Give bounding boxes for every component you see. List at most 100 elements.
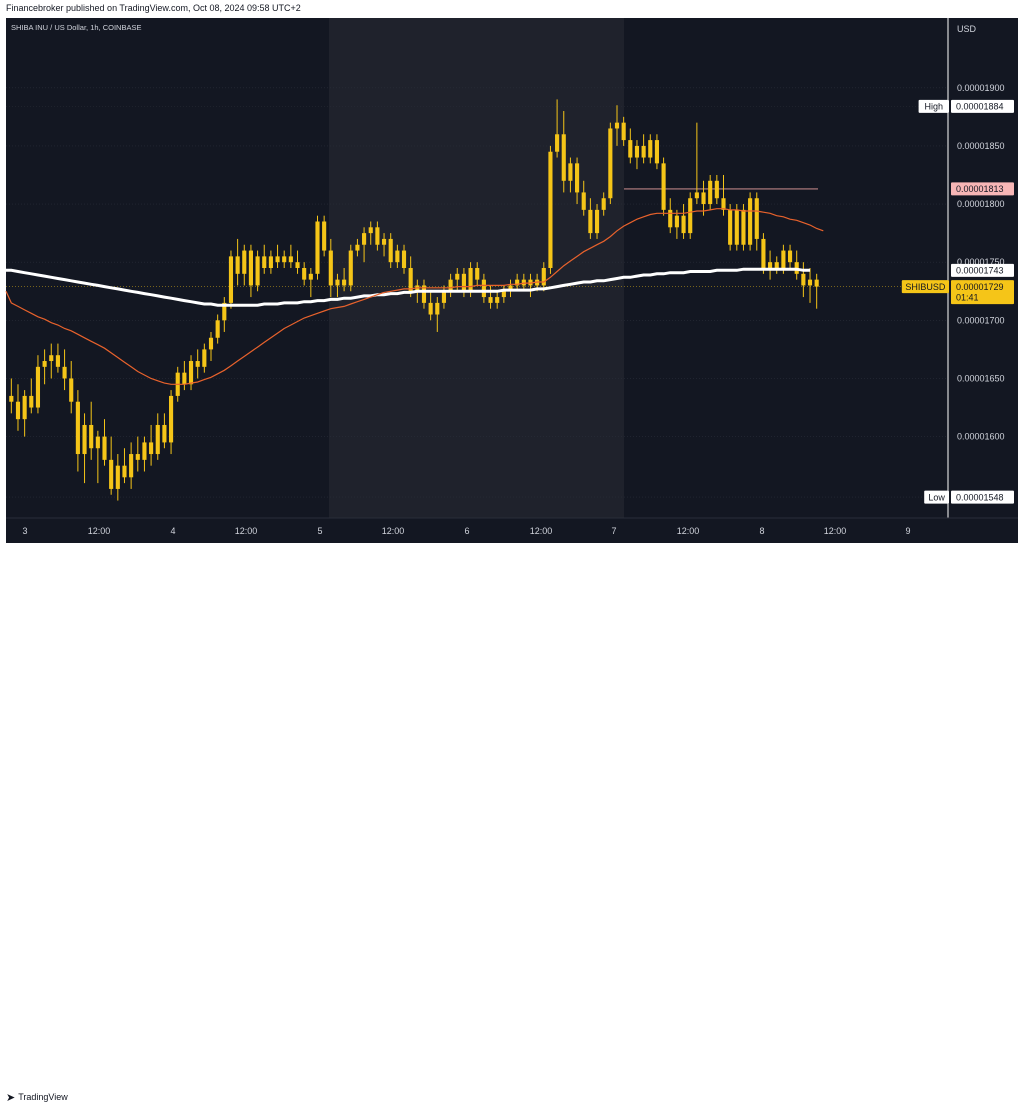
candle-body [701,192,706,205]
candle-body [435,302,440,315]
price-marker-value: 0.00001813 [956,184,1004,194]
candle-body [208,337,214,350]
candle-body [495,297,500,303]
time-tick-label: 12:00 [530,526,553,536]
price-marker-label: SHIBUSD [905,282,946,292]
candle-body [135,454,140,460]
time-tick-label: 12:00 [677,526,700,536]
candle-body [268,256,273,268]
candle-body [22,395,27,420]
candle-body [428,302,433,315]
candle-body [348,250,353,286]
candle-body [188,361,194,385]
price-levels [6,106,948,498]
candle-body [242,250,247,274]
candle-body [774,262,779,268]
candle-body [302,268,307,280]
candle-body [195,361,200,367]
candle-body [109,459,114,489]
candle-body [248,250,253,286]
candle-body [49,355,54,362]
candle-body [328,250,333,286]
price-marker-box [951,280,1014,305]
candle-body [89,424,94,449]
price-markers: 0.00001884High0.000018130.000017430.0000… [901,99,1014,504]
candle-body [228,256,234,303]
candle-body [441,291,447,303]
price-tick-label: 0.00001700 [957,315,1005,325]
candle-body [335,279,340,286]
price-tick-label: 0.00001900 [957,83,1005,93]
candle-body [781,250,786,268]
price-marker-box [951,182,1014,196]
candle-body [768,262,773,268]
candle-body [149,442,154,455]
candle-body [395,250,400,263]
time-tick-label: 9 [905,526,910,536]
candle-body [222,302,227,321]
candle-body [421,285,427,303]
candle-body [342,279,347,286]
price-marker-tag [924,490,949,504]
candle-body [75,401,80,455]
candle-body [787,250,793,263]
time-tick-label: 3 [22,526,27,536]
candle-body [614,122,620,129]
candle-body [455,273,460,280]
candle-body [142,442,147,460]
candle-body [728,209,733,245]
candle-body [721,198,726,210]
tradingview-logo-icon: ➤ [6,1090,15,1104]
candle-body [754,198,759,239]
time-tick-label: 12:00 [88,526,111,536]
candle-body [555,134,560,152]
candle-body [541,268,546,286]
price-tick-label: 0.00001650 [957,373,1005,383]
candle-body [129,454,134,478]
time-axis-ticks: 3 12:00 4 12:00 5 12:00 6 12:00 7 12:00 8 12:00 9 [22,526,910,536]
candle-body [628,140,633,158]
candle-body [814,279,819,287]
candle-body [388,238,393,263]
candle-body [102,436,107,460]
price-marker-box [951,263,1014,277]
time-tick-label: 8 [759,526,764,536]
candle-body [734,209,739,245]
candle-body [654,140,659,164]
candle-body [488,297,493,303]
candle-body [408,268,413,292]
candle-body [561,134,566,181]
price-tick-label: 0.00001850 [957,141,1005,151]
candle-body [708,180,713,205]
candle-body [262,256,267,268]
candle-body [601,198,606,210]
candle-body [169,395,174,443]
price-marker-label: Low [928,492,945,502]
price-tick-label: 0.00001600 [957,432,1005,442]
currency-label: USD [957,24,977,34]
candle-body [235,256,240,274]
candle-body [714,180,719,199]
candle-body [588,209,593,234]
price-marker-tag [901,280,949,294]
candle-body [368,227,373,234]
time-tick-label: 4 [170,526,175,536]
candle-body [308,273,313,280]
candle-body [448,279,453,292]
price-marker-value: 0.00001729 [956,282,1004,292]
candle-body [608,128,613,199]
slow-moving-average-line [6,267,810,307]
price-chart[interactable]: SHIBA INU / US Dollar, 1h, COINBASE USD … [0,0,1024,566]
candle-body [674,215,679,228]
candle-body [375,227,380,245]
candle-body [807,279,813,286]
time-tick-label: 5 [317,526,322,536]
tradingview-logo[interactable]: ➤ TradingView [6,1090,68,1104]
candle-body [322,221,327,251]
candle-body [741,209,746,245]
fast-moving-average-line [5,208,824,385]
price-tick-label: 0.00001800 [957,199,1005,209]
candle-body [122,465,127,478]
candle-body [688,198,693,234]
candle-body [115,465,120,489]
